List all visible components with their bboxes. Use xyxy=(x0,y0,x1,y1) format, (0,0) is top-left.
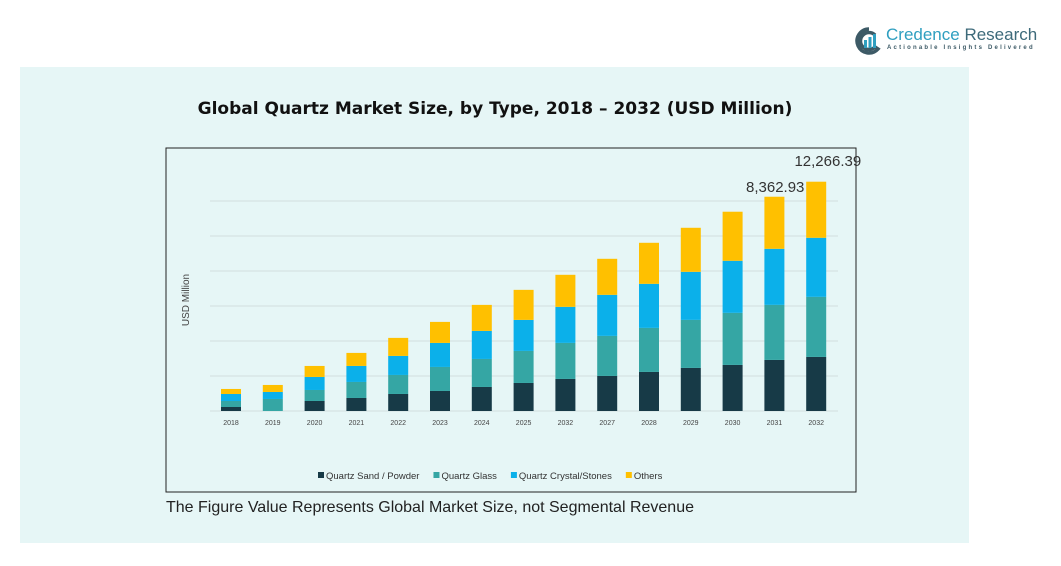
bar-segment xyxy=(722,364,743,411)
bar-segment xyxy=(304,389,325,401)
x-tick-label: 2028 xyxy=(641,420,657,427)
bar-segment xyxy=(388,337,409,356)
bar-segment xyxy=(764,359,785,411)
bar-segment xyxy=(388,374,409,394)
brand-name-2: Research xyxy=(964,25,1038,44)
bar-segment xyxy=(764,196,785,249)
x-tick-label: 2031 xyxy=(767,420,783,427)
bar-segment xyxy=(346,381,367,398)
brand-logo: Credence Research Actionable Insights De… xyxy=(855,25,1045,57)
legend-label: Quartz Crystal/Stones xyxy=(519,471,612,482)
x-tick-label: 2030 xyxy=(725,420,741,427)
bar-segment xyxy=(262,391,283,399)
footer-note: The Figure Value Represents Global Marke… xyxy=(166,499,694,516)
bar-segment xyxy=(221,393,241,401)
bar-segment xyxy=(221,388,241,394)
bar-segment xyxy=(722,260,743,313)
bar-segment xyxy=(639,242,659,284)
x-tick-label: 2024 xyxy=(474,420,490,427)
legend-label: Others xyxy=(634,471,663,482)
bar-segment xyxy=(639,283,659,328)
bar-segment xyxy=(346,397,367,411)
bar-segment xyxy=(806,237,827,297)
bar-segment xyxy=(388,355,409,375)
x-tick-label: 2032 xyxy=(808,420,824,427)
bar-segment xyxy=(680,271,701,320)
bar-segment xyxy=(597,335,618,376)
bar-segment xyxy=(221,406,241,411)
bar-segment xyxy=(555,342,576,379)
chart-title: Global Quartz Market Size, by Type, 2018… xyxy=(198,99,793,119)
data-label: 12,266.39 xyxy=(794,153,861,170)
bar-segment xyxy=(304,365,325,377)
bar-segment xyxy=(722,211,743,261)
x-tick-label: 2019 xyxy=(265,420,281,427)
data-label: 8,362.93 xyxy=(746,179,804,196)
bar-segment xyxy=(680,367,701,411)
bar-segment xyxy=(639,327,659,372)
bar-segment xyxy=(471,330,492,359)
bar-segment xyxy=(639,371,659,411)
bar-segment xyxy=(262,384,283,392)
y-axis-label: USD Million xyxy=(181,274,192,326)
legend-label: Quartz Sand / Powder xyxy=(326,471,419,482)
x-tick-label: 2032 xyxy=(558,420,574,427)
logo-icon xyxy=(855,27,881,55)
bar-segment xyxy=(471,358,492,387)
bar-segment xyxy=(262,398,283,411)
bar-segment xyxy=(513,350,534,383)
brand-name-1: Credence xyxy=(886,25,960,44)
bar-segment xyxy=(597,294,618,336)
brand-name: Credence Research xyxy=(886,25,1037,45)
bar-segment xyxy=(597,375,618,411)
bar-segment xyxy=(471,386,492,411)
bar-segment xyxy=(513,319,534,351)
legend-swatch xyxy=(625,472,632,478)
bar-segment xyxy=(388,393,409,411)
bar-segment xyxy=(346,352,367,366)
bar-segment xyxy=(513,382,534,411)
bar-segment xyxy=(722,312,743,365)
x-tick-label: 2022 xyxy=(390,420,406,427)
bar-segment xyxy=(304,376,325,390)
x-tick-label: 2025 xyxy=(516,420,532,427)
bar-segment xyxy=(764,248,785,305)
x-tick-label: 2021 xyxy=(349,420,365,427)
x-tick-label: 2018 xyxy=(223,420,239,427)
bar-segment xyxy=(430,390,450,411)
legend-swatch xyxy=(318,472,324,478)
bar-segment xyxy=(221,400,241,407)
x-tick-label: 2023 xyxy=(432,420,448,427)
bar-segment xyxy=(806,181,827,238)
bar-segment xyxy=(430,366,450,391)
bar-segment xyxy=(680,319,701,368)
bar-segment xyxy=(764,304,785,360)
bar-segment xyxy=(430,321,450,343)
bar-segment xyxy=(513,289,534,320)
bar-segment xyxy=(555,274,576,307)
bar-segment xyxy=(597,258,618,295)
bar-segment xyxy=(555,378,576,411)
legend-swatch xyxy=(510,472,517,478)
bar-segment xyxy=(555,306,576,343)
legend-label: Quartz Glass xyxy=(441,471,497,482)
legend-swatch xyxy=(433,472,440,478)
bar-segment xyxy=(304,400,325,411)
chart-frame xyxy=(165,147,857,493)
bar-segment xyxy=(806,296,827,357)
x-tick-label: 2020 xyxy=(307,420,323,427)
bar-segment xyxy=(346,365,367,382)
bar-segment xyxy=(471,304,492,331)
bar-segment xyxy=(680,227,701,272)
bar-segment xyxy=(430,342,450,367)
brand-tagline: Actionable Insights Delivered xyxy=(887,45,1035,51)
x-tick-label: 2027 xyxy=(599,420,615,427)
x-tick-label: 2029 xyxy=(683,420,699,427)
bar-segment xyxy=(806,356,827,411)
